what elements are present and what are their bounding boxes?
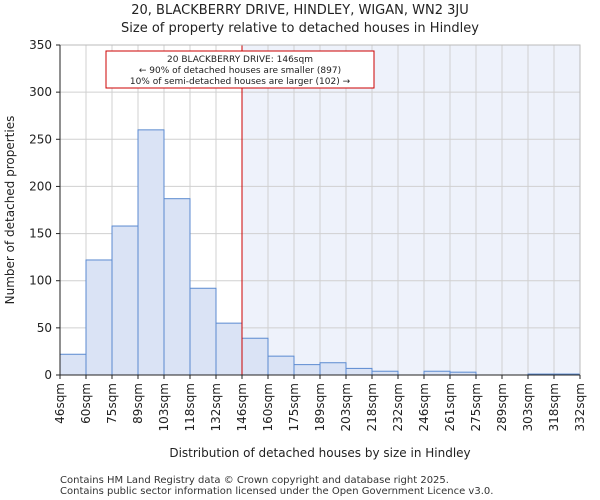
x-tick-label: 218sqm — [365, 383, 379, 431]
x-tick-label: 246sqm — [417, 383, 431, 431]
annotation-line-1: 20 BLACKBERRY DRIVE: 146sqm — [167, 55, 313, 65]
y-tick-label: 200 — [29, 179, 52, 193]
histogram-bar — [371, 370, 399, 376]
x-tick-label: 118sqm — [183, 383, 197, 431]
x-tick-label: 289sqm — [495, 383, 509, 431]
x-tick-label: 189sqm — [313, 383, 327, 431]
x-tick-label: 318sqm — [547, 383, 561, 431]
x-tick-label: 261sqm — [443, 383, 457, 431]
x-tick-label: 203sqm — [339, 383, 353, 431]
x-tick-label: 146sqm — [235, 383, 249, 431]
x-tick-label: 46sqm — [53, 383, 67, 424]
x-axis-label: Distribution of detached houses by size … — [169, 446, 470, 460]
x-tick-label: 175sqm — [287, 383, 301, 431]
histogram-bar — [319, 362, 347, 376]
x-tick-label: 332sqm — [573, 383, 587, 431]
y-tick-label: 250 — [29, 132, 52, 146]
y-tick-label: 350 — [29, 38, 52, 52]
x-tick-label: 275sqm — [469, 383, 483, 431]
histogram-bar — [267, 355, 295, 376]
y-tick-label: 300 — [29, 85, 52, 99]
x-tick-label: 160sqm — [261, 383, 275, 431]
x-tick-label: 89sqm — [131, 383, 145, 424]
x-tick-label: 60sqm — [79, 383, 93, 424]
histogram-bar — [345, 367, 373, 376]
x-tick-label: 75sqm — [105, 383, 119, 424]
histogram-bar — [423, 370, 451, 376]
y-tick-label: 0 — [44, 368, 52, 382]
annotation-line-2: ← 90% of detached houses are smaller (89… — [139, 66, 341, 76]
histogram-bar — [137, 129, 165, 376]
annotation-box — [105, 50, 375, 89]
x-tick-label: 103sqm — [157, 383, 171, 431]
histogram-bar — [85, 259, 113, 376]
chart-subtitle: Size of property relative to detached ho… — [121, 21, 479, 36]
x-tick-label: 232sqm — [391, 383, 405, 431]
histogram-bar — [241, 337, 269, 376]
y-tick-label: 150 — [29, 227, 52, 241]
y-axis-label: Number of detached properties — [3, 116, 17, 305]
histogram-bar — [189, 287, 217, 376]
y-tick-label: 100 — [29, 274, 52, 288]
histogram-bar — [59, 353, 87, 376]
x-tick-label: 303sqm — [521, 383, 535, 431]
histogram-bar — [215, 322, 243, 376]
chart-title: 20, BLACKBERRY DRIVE, HINDLEY, WIGAN, WN… — [131, 3, 468, 18]
annotation-line-3: 10% of semi-detached houses are larger (… — [130, 77, 351, 87]
larger-region-shade — [242, 45, 580, 375]
footer-line-2: Contains public sector information licen… — [60, 486, 493, 497]
y-tick-label: 50 — [37, 321, 52, 335]
histogram-bar — [163, 198, 191, 376]
footer-line-1: Contains HM Land Registry data © Crown c… — [60, 475, 449, 486]
x-tick-label: 132sqm — [209, 383, 223, 431]
histogram-bar — [293, 364, 321, 376]
histogram-bar — [111, 225, 139, 376]
